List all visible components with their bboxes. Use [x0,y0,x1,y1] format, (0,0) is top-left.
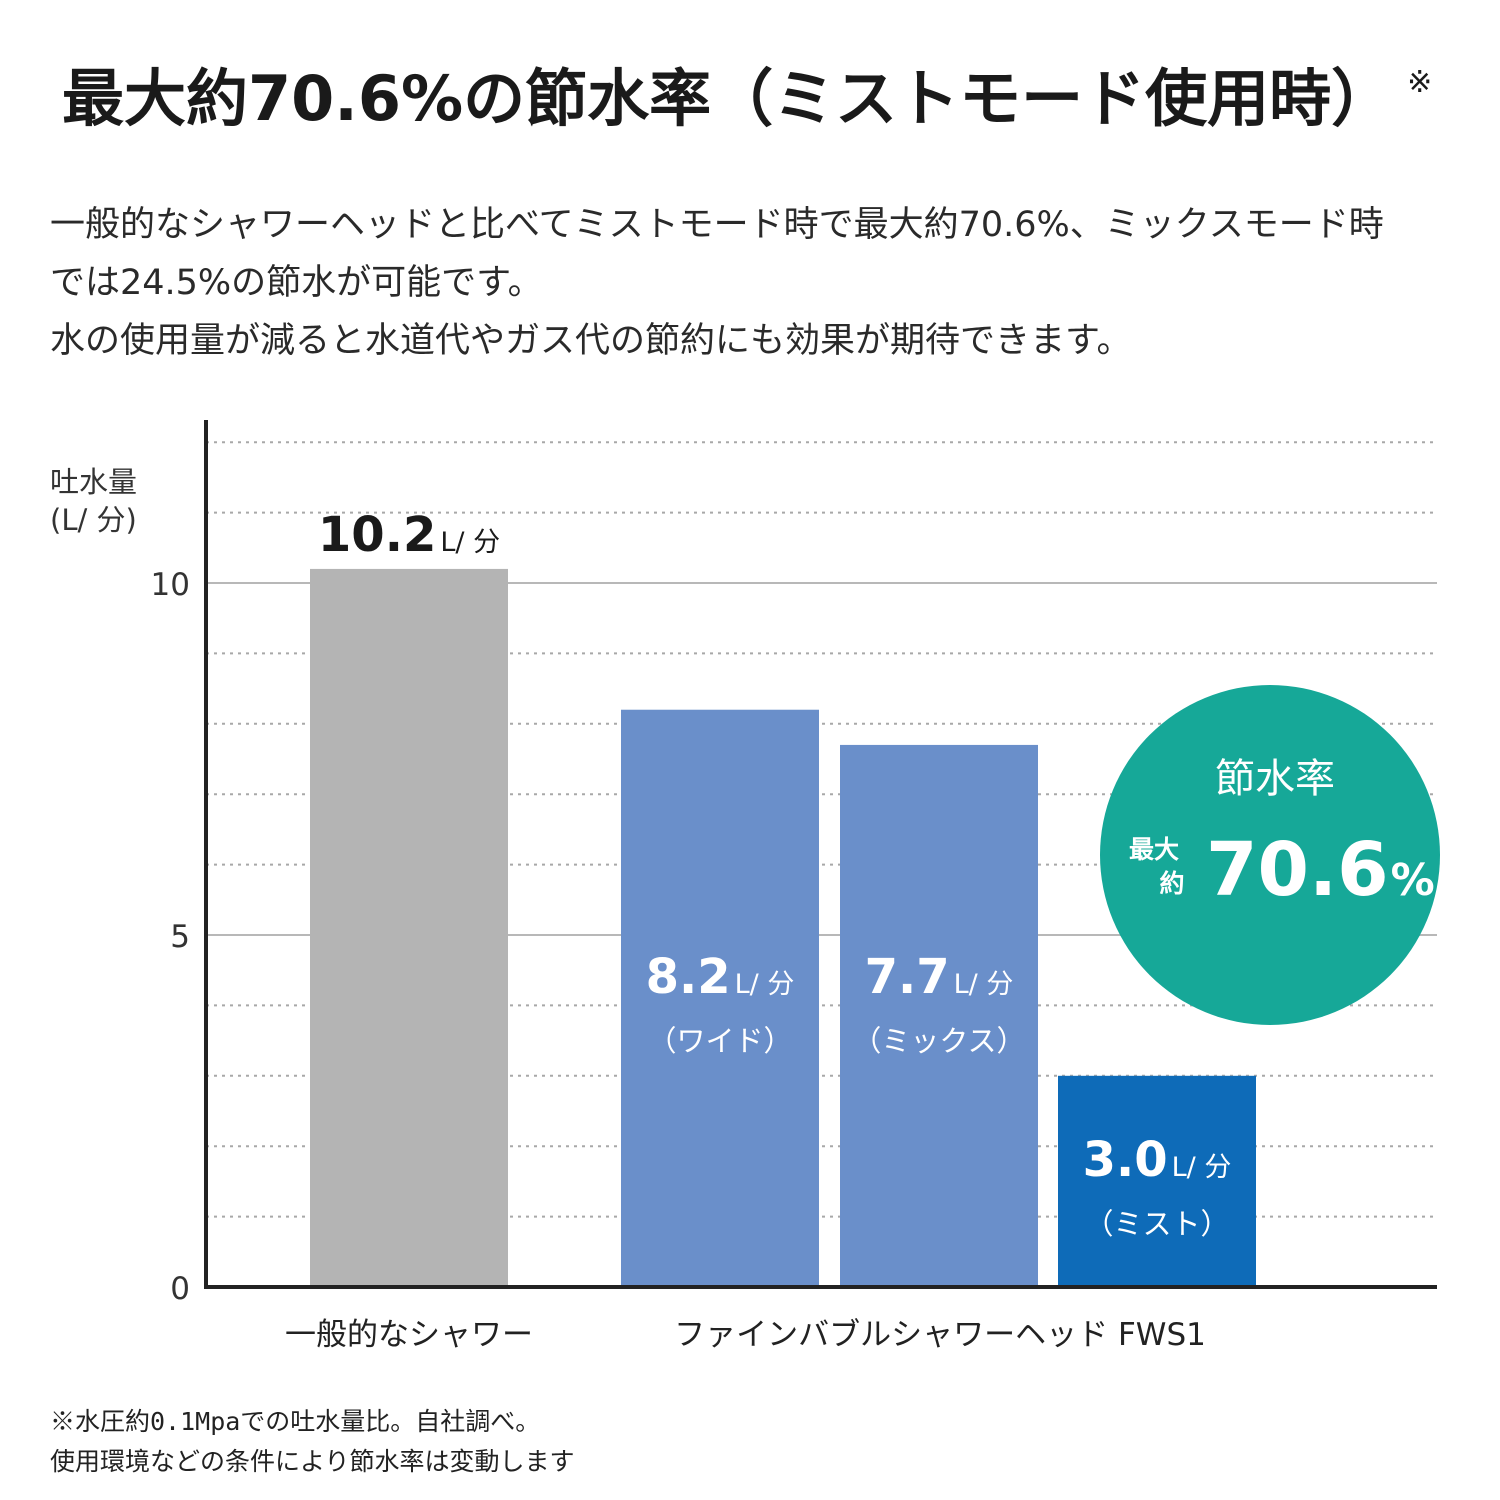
bar-value: 8.2 [646,949,731,1005]
footnote-mark: ※ [1407,65,1433,100]
description-line: 水の使用量が減ると水道代やガス代の節約にも効果が期待できます。 [50,321,1132,361]
y-tick-label: 5 [170,919,190,955]
bar-value: 10.2 [318,507,436,563]
y-axis-label: 吐水量 (L/ 分) [50,463,137,539]
y-tick-label: 10 [151,567,190,603]
x-category-label: 一般的なシャワー [285,1317,533,1353]
bar-mode-label: （ミックス） [852,1024,1025,1058]
page-title: 最大約70.6%の節水率（ミストモード使用時） ※ [62,48,1432,138]
bar-value-label: 10.2 L/ 分 [318,507,500,563]
bar [310,568,508,1287]
badge-title: 節水率 [1215,756,1335,802]
bar-value: 3.0 [1083,1132,1168,1188]
footnotes: ※水圧約0.1Mpaでの吐水量比。自社調べ。 使用環境などの条件により節水率は変… [50,1402,575,1482]
description: 一般的なシャワーヘッドと比べてミストモード時で最大約70.6%、ミックスモード時… [50,196,1470,370]
bar [1058,1075,1256,1287]
page-title-text: 最大約70.6%の節水率（ミストモード使用時） [62,62,1394,135]
bar-value-label: 3.0 L/ 分 [1083,1132,1232,1188]
bar-unit: L/ 分 [1172,1152,1232,1183]
bar-value: 7.7 [865,949,950,1005]
description-line: 一般的なシャワーヘッドと比べてミストモード時で最大約70.6%、ミックスモード時 [50,205,1384,245]
bar-value-label: 7.7 L/ 分 [865,949,1014,1005]
bar [621,709,819,1287]
badge-unit: % [1391,855,1435,906]
footnote-line: 使用環境などの条件により節水率は変動します [50,1447,575,1476]
bar-unit: L/ 分 [735,969,795,1000]
y-tick-label: 0 [170,1271,190,1307]
savings-badge [1100,685,1440,1025]
bar-mode-label: （ミスト） [1084,1207,1229,1241]
bar [840,744,1038,1287]
badge-value: 70.6 [1206,827,1389,913]
badge-value-label: 70.6% [1206,827,1435,913]
y-axis-label-line: (L/ 分) [50,503,137,537]
bar-unit: L/ 分 [954,969,1014,1000]
y-axis-label-line: 吐水量 [50,465,138,499]
x-category-label: ファインバブルシャワーヘッド FWS1 [674,1317,1206,1353]
footnote-line: ※水圧約0.1Mpaでの吐水量比。自社調べ。 [50,1407,541,1436]
bar-mode-label: （ワイド） [647,1024,792,1058]
badge-prefix: 約 [1159,869,1184,898]
badge-prefix: 最大 [1129,835,1179,864]
bar-unit: L/ 分 [440,527,500,558]
bar-value-label: 8.2 L/ 分 [646,949,795,1005]
description-line: では24.5%の節水が可能です。 [50,263,543,303]
